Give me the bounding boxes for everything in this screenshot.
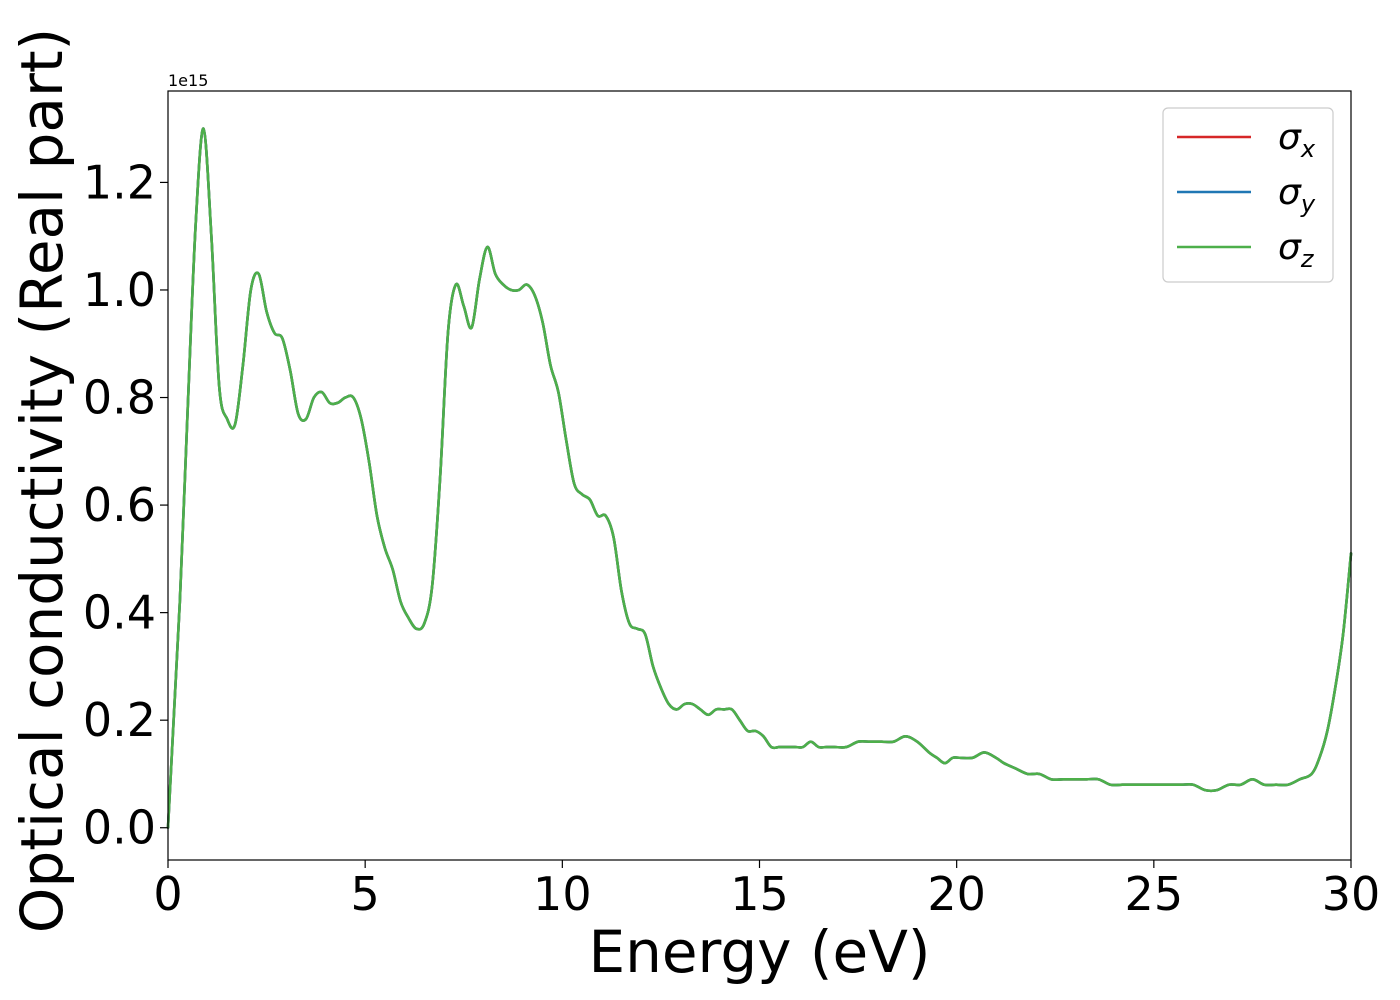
x-tick-label: 15 bbox=[730, 867, 789, 921]
series-layer bbox=[166, 127, 1353, 830]
y-tick-label: 0.6 bbox=[83, 478, 156, 532]
legend-subscript: y bbox=[1300, 190, 1316, 218]
legend-symbol: σ bbox=[1278, 227, 1302, 268]
legend-symbol: σ bbox=[1278, 117, 1302, 158]
legend-label-y: σy bbox=[1278, 172, 1316, 218]
y-axis: 0.0 0.2 0.4 0.6 0.8 1.0 1.2 bbox=[83, 155, 168, 855]
y-offset-label: 1e15 bbox=[168, 71, 208, 90]
y-tick-label: 0.0 bbox=[83, 801, 156, 855]
legend-box bbox=[1162, 107, 1334, 283]
x-tick-label: 10 bbox=[533, 867, 592, 921]
x-axis: 0 5 10 15 20 25 30 bbox=[153, 860, 1380, 921]
y-tick-label: 0.8 bbox=[83, 371, 156, 425]
x-tick-label: 20 bbox=[927, 867, 986, 921]
legend-subscript: x bbox=[1300, 135, 1316, 163]
x-axis-label: Energy (eV) bbox=[588, 918, 930, 986]
x-tick-label: 0 bbox=[153, 867, 182, 921]
y-tick-label: 1.0 bbox=[83, 263, 156, 317]
y-axis-label: Optical conductivity (Real part) bbox=[8, 28, 76, 933]
y-tick-label: 1.2 bbox=[83, 155, 156, 209]
x-tick-label: 25 bbox=[1125, 867, 1184, 921]
series-line-z bbox=[166, 127, 1353, 830]
y-tick-label: 0.4 bbox=[83, 586, 156, 640]
legend-symbol: σ bbox=[1278, 172, 1302, 213]
x-tick-label: 30 bbox=[1322, 867, 1381, 921]
y-tick-label: 0.2 bbox=[83, 693, 156, 747]
legend-label-x: σx bbox=[1278, 117, 1316, 163]
legend-label-z: σz bbox=[1278, 227, 1315, 273]
x-tick-label: 5 bbox=[351, 867, 380, 921]
legend-subscript: z bbox=[1300, 245, 1315, 273]
